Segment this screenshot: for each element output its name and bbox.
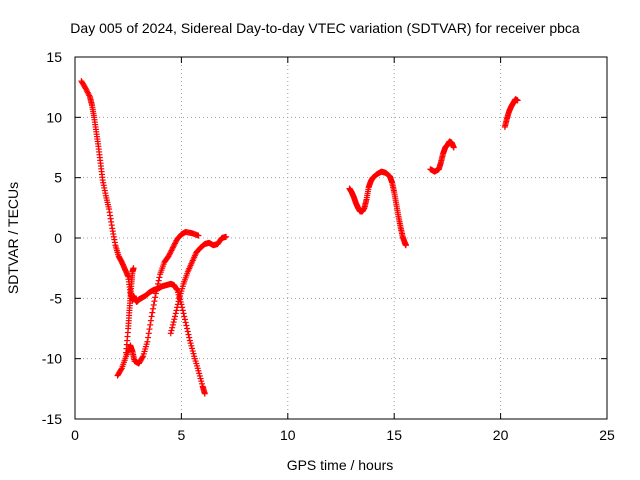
data-point (198, 380, 205, 387)
data-point (175, 298, 182, 305)
data-series (78, 78, 521, 397)
data-point (169, 324, 176, 331)
x-tick-label: 15 (386, 427, 402, 443)
axis-ticks (74, 56, 608, 420)
data-point (130, 265, 137, 272)
data-point (189, 345, 196, 352)
x-tick-label: 5 (178, 427, 186, 443)
data-point (180, 310, 187, 317)
data-point (197, 375, 204, 382)
data-point (223, 233, 230, 240)
data-point (153, 287, 160, 294)
data-point (186, 337, 193, 344)
data-point (402, 242, 409, 249)
data-point (188, 342, 195, 349)
data-point (170, 319, 177, 326)
y-tick-label: 0 (54, 230, 62, 246)
data-point (150, 301, 157, 308)
data-point (155, 277, 162, 284)
series-arc-5 (346, 168, 409, 249)
data-point (190, 350, 197, 357)
x-tick-label: 0 (71, 427, 79, 443)
grid (75, 57, 607, 419)
data-point (118, 366, 125, 373)
data-point (154, 284, 161, 291)
data-point (145, 330, 152, 337)
data-point (174, 301, 181, 308)
data-point (514, 97, 521, 104)
data-point (183, 322, 190, 329)
data-point (151, 298, 158, 305)
data-point (179, 307, 186, 314)
data-point (147, 321, 154, 328)
data-point (152, 290, 159, 297)
data-point (146, 326, 153, 333)
data-point (184, 325, 191, 332)
tick-labels: 0 5 10 15 20 25 -15 -10 -5 0 5 10 15 (42, 49, 615, 443)
data-point (169, 321, 176, 328)
y-tick-label: 15 (46, 49, 62, 65)
data-point (450, 144, 457, 151)
data-point (147, 317, 154, 324)
chart-title: Day 005 of 2024, Sidereal Day-to-day VTE… (70, 20, 580, 36)
data-point (168, 327, 175, 334)
data-point (195, 232, 202, 239)
data-point (196, 372, 203, 379)
data-point (174, 304, 181, 311)
data-point (186, 334, 193, 341)
data-point (196, 370, 203, 377)
y-tick-label: -15 (42, 411, 62, 427)
y-tick-label: -5 (50, 290, 63, 306)
data-point (171, 316, 178, 323)
data-point (172, 310, 179, 317)
data-point (181, 313, 188, 320)
data-point (184, 328, 191, 335)
data-point (189, 348, 196, 355)
series-arc-6 (427, 138, 457, 175)
x-tick-label: 25 (599, 427, 615, 443)
data-point (185, 331, 192, 338)
x-tick-label: 20 (493, 427, 509, 443)
y-tick-label: 5 (54, 170, 62, 186)
x-tick-label: 10 (280, 427, 296, 443)
series-arc-4 (167, 233, 230, 337)
data-point (172, 313, 179, 320)
series-arc-7 (501, 96, 521, 130)
data-point (173, 307, 180, 314)
data-point (195, 367, 202, 374)
data-point (150, 305, 157, 312)
data-point (181, 316, 188, 323)
data-point (149, 309, 156, 316)
data-point (144, 338, 151, 345)
data-point (145, 334, 152, 341)
x-axis-label: GPS time / hours (287, 457, 394, 473)
data-point (156, 274, 163, 281)
data-point (167, 330, 174, 337)
series-arc-3 (123, 265, 137, 356)
data-point (154, 280, 161, 287)
data-point (139, 354, 146, 361)
data-point (198, 378, 205, 385)
y-axis-label: SDTVAR / TECUs (5, 182, 21, 294)
y-tick-label: -10 (42, 351, 62, 367)
data-point (182, 319, 189, 326)
y-tick-label: 10 (46, 109, 62, 125)
data-point (152, 294, 159, 301)
data-point (148, 313, 155, 320)
data-point (187, 340, 194, 347)
data-point (201, 390, 208, 397)
